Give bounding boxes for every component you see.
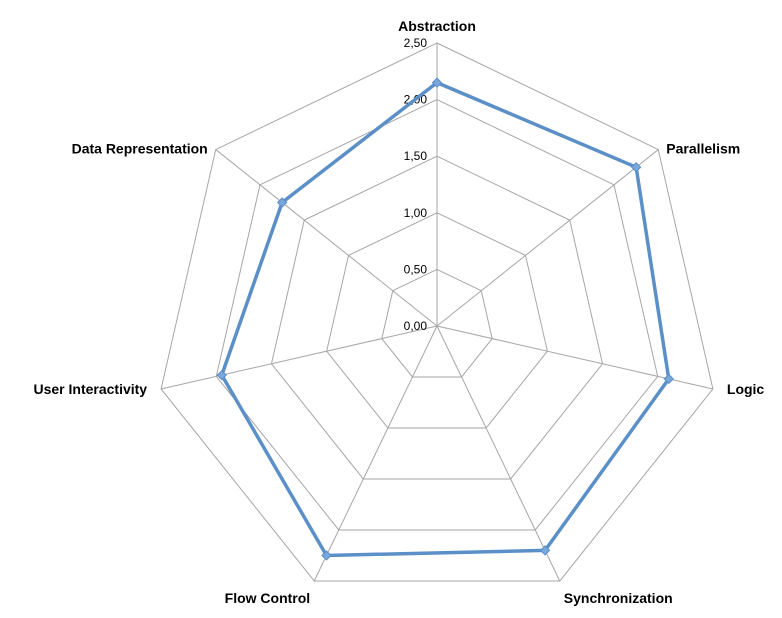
grid-ring	[270, 155, 604, 480]
category-labels: Abstraction Parallelism Logic Synchronizati…	[33, 18, 764, 606]
tick-label: 1,00	[404, 206, 428, 220]
grid-ring	[326, 212, 548, 429]
data-point	[539, 545, 551, 556]
series-layer	[216, 77, 674, 561]
category-label: User Interactivity	[33, 381, 147, 397]
category-label: Logic	[727, 381, 765, 397]
grid-spoke	[160, 325, 438, 390]
category-label: Data Representation	[72, 141, 208, 157]
grid-ring	[381, 268, 493, 378]
tick-label: 1,50	[404, 149, 428, 163]
grid-spoke	[313, 325, 438, 582]
grid-ring	[160, 42, 714, 582]
grid-spoke	[215, 149, 438, 327]
data-point	[630, 161, 642, 173]
tick-label: 0,50	[404, 262, 428, 276]
data-point	[663, 373, 674, 385]
radial-tick-labels: 0,000,501,001,502,002,50	[404, 36, 428, 333]
category-label: Flow Control	[225, 590, 311, 606]
category-label: Abstraction	[398, 18, 476, 34]
radar-grid	[160, 42, 714, 582]
category-label: Synchronization	[564, 590, 673, 606]
tick-label: 2,50	[404, 36, 428, 50]
data-point	[276, 197, 288, 208]
grid-ring	[215, 99, 659, 531]
category-label: Parallelism	[666, 141, 740, 157]
data-point	[431, 77, 443, 88]
series-line	[220, 80, 671, 558]
data-point	[321, 550, 332, 561]
data-point	[216, 369, 228, 381]
tick-label: 0,00	[404, 319, 428, 333]
grid-spoke	[436, 325, 561, 582]
grid-spoke	[436, 149, 659, 327]
